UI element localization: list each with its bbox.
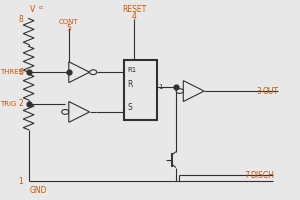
Text: 3: 3: [256, 87, 261, 96]
Bar: [124, 60, 157, 120]
Text: S: S: [128, 103, 132, 112]
Circle shape: [61, 110, 69, 114]
Text: 2: 2: [18, 99, 23, 108]
Circle shape: [176, 89, 183, 93]
Text: RESET: RESET: [122, 5, 146, 14]
Text: CONT: CONT: [59, 19, 79, 25]
Text: 1: 1: [18, 177, 23, 186]
Text: 6: 6: [18, 68, 23, 77]
Text: V: V: [30, 5, 35, 14]
Polygon shape: [183, 81, 204, 101]
Text: 4: 4: [132, 12, 137, 21]
Text: THRES: THRES: [0, 69, 23, 75]
Text: DISCH: DISCH: [250, 171, 274, 180]
Text: R1: R1: [128, 67, 136, 73]
Text: R: R: [128, 80, 133, 89]
Text: OUT: OUT: [263, 87, 279, 96]
Text: 8: 8: [18, 15, 23, 24]
Polygon shape: [69, 101, 90, 122]
Text: 5: 5: [66, 24, 71, 33]
Text: cc: cc: [38, 5, 44, 10]
Circle shape: [90, 70, 97, 75]
Text: 1: 1: [158, 84, 163, 90]
Text: 7: 7: [244, 171, 249, 180]
Polygon shape: [69, 62, 90, 83]
Text: GND: GND: [30, 186, 48, 195]
Text: TRIG: TRIG: [0, 101, 17, 107]
